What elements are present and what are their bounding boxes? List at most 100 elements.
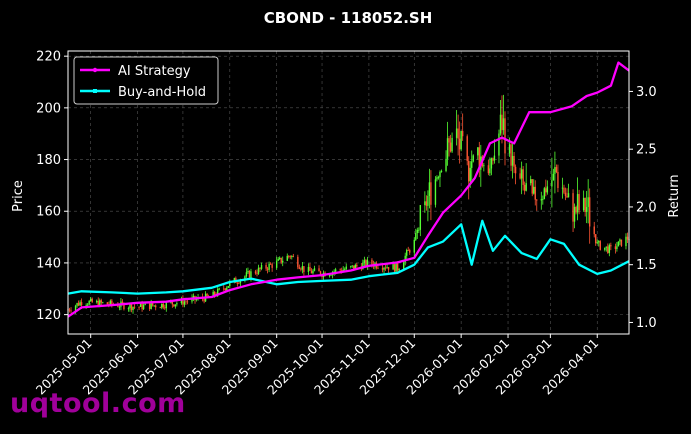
candle-body — [118, 306, 121, 308]
candle-body — [309, 266, 311, 271]
candle-body — [291, 256, 293, 257]
legend-marker-ai-strategy — [92, 67, 98, 73]
candle-body — [138, 306, 140, 308]
candle-body — [280, 257, 282, 263]
candle-body — [334, 269, 337, 272]
candle-body — [244, 276, 246, 280]
candle-body — [478, 147, 480, 170]
y-tick-label-right: 2.0 — [636, 200, 657, 215]
candle-body — [477, 147, 479, 156]
candle-body — [387, 267, 390, 270]
candle-body — [436, 177, 438, 180]
candle-body — [319, 271, 322, 276]
candle-body — [557, 171, 559, 189]
candle-body — [76, 303, 78, 306]
candle-body — [493, 155, 496, 161]
candle-body — [607, 246, 609, 253]
candle-body — [508, 144, 511, 154]
candle-body — [415, 233, 417, 240]
candle-body — [461, 130, 464, 137]
candle-body — [540, 199, 542, 201]
candle-body — [519, 173, 521, 179]
candle-body — [133, 306, 136, 308]
candle-body — [206, 293, 208, 296]
candle-body — [247, 270, 249, 273]
candle-body — [229, 281, 231, 287]
candle-body — [162, 303, 164, 308]
candle-body — [510, 144, 512, 166]
candle-body — [159, 307, 161, 309]
y-tick-label-right: 1.0 — [636, 316, 657, 331]
candle-body — [395, 263, 397, 272]
candle-body — [582, 197, 585, 211]
candle-body — [396, 263, 399, 271]
candle-body — [141, 303, 143, 310]
candle-body — [148, 303, 151, 309]
candle-body — [555, 167, 558, 172]
candle-body — [123, 303, 125, 310]
candle-body — [266, 268, 269, 270]
candle-body — [383, 267, 385, 270]
y-axis-right-label: Return — [667, 174, 682, 217]
candle-body — [513, 155, 515, 167]
candle-body — [531, 179, 533, 194]
legend-marker-buy-and-hold — [93, 89, 97, 93]
candle-body — [363, 260, 366, 263]
candle-body — [80, 302, 83, 306]
candle-body — [418, 229, 420, 231]
candle-body — [514, 166, 517, 174]
candle-body — [217, 288, 219, 296]
candle-body — [576, 194, 579, 213]
candle-body — [165, 302, 167, 309]
y-tick-label-right: 3.0 — [636, 85, 657, 100]
candle-body — [328, 274, 331, 277]
candle-body — [121, 301, 124, 304]
candle-body — [170, 301, 172, 303]
candle-body — [534, 186, 536, 200]
candle-body — [604, 247, 606, 250]
candle-body — [566, 196, 568, 198]
candle-body — [68, 309, 71, 311]
candle-body — [543, 188, 546, 200]
candle-body — [161, 303, 163, 308]
candle-body — [256, 273, 258, 275]
candle-body — [489, 168, 491, 174]
candle-body — [233, 278, 236, 282]
candle-body — [350, 266, 352, 267]
candle-body — [406, 250, 408, 256]
candle-body — [554, 167, 556, 174]
candle-body — [236, 282, 239, 284]
candle-body — [392, 264, 394, 270]
candle-body — [522, 169, 524, 185]
candle-body — [301, 266, 304, 270]
candle-body — [434, 179, 437, 205]
candle-body — [77, 303, 80, 306]
candle-body — [371, 259, 373, 265]
candle-body — [617, 241, 620, 247]
candle-body — [288, 255, 290, 257]
y-tick-label-right: 1.5 — [636, 258, 657, 273]
candle-body — [563, 187, 565, 193]
candle-body — [275, 260, 278, 268]
candle-body — [153, 305, 155, 307]
candle-body — [171, 301, 174, 305]
candle-body — [490, 158, 493, 169]
candle-body — [573, 206, 576, 222]
candle-body — [173, 304, 175, 307]
candle-body — [88, 301, 90, 305]
candle-body — [542, 199, 544, 200]
candle-body — [430, 182, 432, 205]
candle-body — [330, 274, 332, 276]
candle-body — [546, 186, 549, 193]
candle-body — [79, 302, 81, 306]
candle-body — [99, 300, 101, 307]
candle-body — [471, 161, 473, 168]
candle-body — [195, 298, 198, 300]
candle-body — [356, 264, 358, 267]
candle-body — [226, 287, 228, 291]
candle-body — [286, 255, 288, 261]
candle-body — [106, 302, 109, 305]
candle-body — [572, 193, 574, 222]
candle-body — [174, 304, 177, 307]
